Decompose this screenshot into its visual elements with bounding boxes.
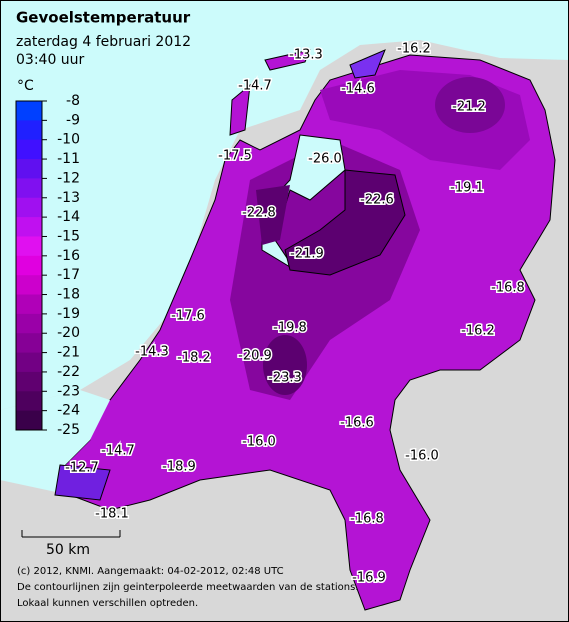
legend-label: -22 xyxy=(57,364,80,380)
legend-band xyxy=(16,294,42,315)
legend-label: -15 xyxy=(57,228,80,244)
legend-label: -24 xyxy=(57,403,80,419)
legend-band xyxy=(16,410,42,431)
station-value: -22.8 xyxy=(242,206,276,221)
legend-unit: °C xyxy=(17,78,34,94)
legend-band xyxy=(16,371,42,392)
texel xyxy=(229,83,251,136)
legend-label: -19 xyxy=(57,306,80,322)
legend-band xyxy=(16,313,42,334)
legend-label: -11 xyxy=(57,151,80,167)
station-value: -16.6 xyxy=(340,416,374,431)
station-value: -16.8 xyxy=(491,281,525,296)
legend-label: -17 xyxy=(57,267,80,283)
station-value: -21.2 xyxy=(452,100,486,115)
legend-band xyxy=(16,275,42,296)
legend-label: -20 xyxy=(57,325,80,341)
station-value: -26.0 xyxy=(308,152,342,167)
legend-frame xyxy=(15,100,43,431)
station-value: -14.6 xyxy=(341,82,375,97)
legend-band xyxy=(16,255,42,276)
flevoland xyxy=(284,169,406,276)
legend-band xyxy=(16,236,42,257)
station-value: -16.9 xyxy=(352,571,386,586)
schiermonnikoog xyxy=(349,49,386,79)
station-value: -21.9 xyxy=(290,247,324,262)
station-value: -12.7 xyxy=(65,461,99,476)
legend-band xyxy=(16,178,42,199)
station-value: -16.8 xyxy=(350,512,384,527)
vlieland-terschelling xyxy=(264,49,311,71)
legend-band xyxy=(16,139,42,160)
legend-label: -12 xyxy=(57,170,80,186)
station-value: -23.3 xyxy=(268,371,302,386)
footer-line: Lokaal kunnen verschillen optreden. xyxy=(17,598,198,609)
legend-band xyxy=(16,333,42,354)
station-value: -13.3 xyxy=(289,48,323,63)
legend-band xyxy=(16,120,42,141)
station-value: -18.1 xyxy=(95,507,129,522)
legend-label: -9 xyxy=(66,112,80,128)
noord-holland-core xyxy=(256,185,290,245)
legend-band xyxy=(16,101,42,121)
station-value: -16.2 xyxy=(397,42,431,57)
station-value: -17.5 xyxy=(218,149,252,164)
legend-label: -25 xyxy=(57,422,80,438)
station-value: -22.6 xyxy=(360,193,394,208)
station-value: -16.0 xyxy=(405,449,439,464)
station-value: -19.8 xyxy=(273,321,307,336)
legend-band xyxy=(16,352,42,373)
legend-band xyxy=(16,197,42,218)
station-value: -20.9 xyxy=(238,349,272,364)
legend-label: -13 xyxy=(57,190,80,206)
legend-label: -18 xyxy=(57,287,80,303)
station-value: -19.1 xyxy=(450,181,484,196)
station-value: -14.3 xyxy=(135,345,169,360)
station-value: -16.2 xyxy=(461,324,495,339)
scale-label: 50 km xyxy=(46,542,90,558)
legend-label: -16 xyxy=(57,248,80,264)
legend-band xyxy=(16,159,42,179)
footer-line: De contourlijnen zijn geinterpoleerde me… xyxy=(17,582,359,593)
footer-line: (c) 2012, KNMI. Aangemaakt: 04-02-2012, … xyxy=(17,566,284,577)
utrecht-core xyxy=(263,335,307,395)
legend-label: -10 xyxy=(57,132,80,148)
station-value: -18.2 xyxy=(177,351,211,366)
title: Gevoelstemperatuur xyxy=(16,9,191,27)
zeeland-island xyxy=(54,464,111,501)
station-value: -18.9 xyxy=(162,460,196,475)
legend-label: -23 xyxy=(57,383,80,399)
legend-label: -8 xyxy=(66,93,80,109)
station-value: -14.7 xyxy=(238,79,272,94)
station-value: -16.0 xyxy=(242,435,276,450)
legend-label: -14 xyxy=(57,209,80,225)
time: 03:40 uur xyxy=(16,52,85,68)
station-value: -14.7 xyxy=(101,444,135,459)
legend-band xyxy=(16,217,42,237)
contour-core xyxy=(435,77,505,133)
legend-label: -21 xyxy=(57,345,80,361)
sea xyxy=(0,0,569,410)
legend-band xyxy=(16,391,42,412)
station-value: -17.6 xyxy=(171,309,205,324)
date: zaterdag 4 februari 2012 xyxy=(16,34,191,50)
